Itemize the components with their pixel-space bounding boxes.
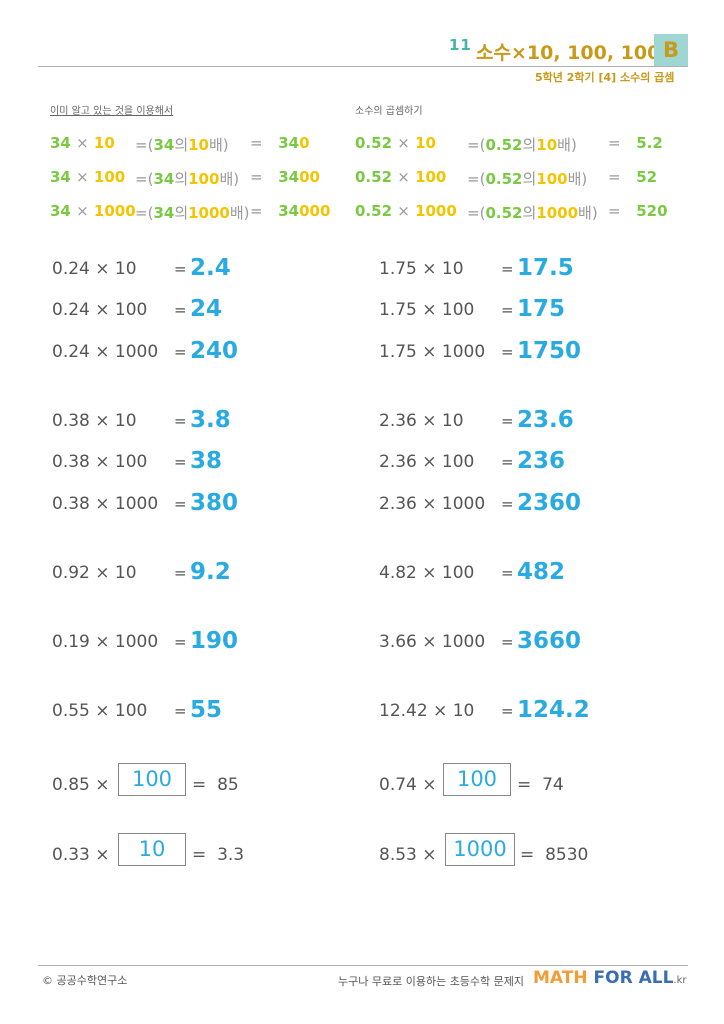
- example-left-explain: =(34의100배): [135, 170, 240, 188]
- box-problem-result: = 85: [192, 775, 239, 795]
- box-problem-question: 0.74 ×: [379, 775, 437, 795]
- box-problem-question: 0.33 ×: [52, 845, 110, 865]
- problem-answer: 124.2: [517, 697, 590, 723]
- equals-sign: =: [501, 260, 514, 278]
- example-left-explain: =(34의1000배): [135, 204, 250, 222]
- problem-answer: 2360: [517, 490, 582, 516]
- answer-box[interactable]: 10: [118, 833, 186, 866]
- equals-sign: =: [174, 702, 187, 720]
- equals-sign: =: [501, 702, 514, 720]
- copyright: © 공공수학연구소: [42, 974, 128, 987]
- problem-answer: 17.5: [517, 255, 574, 281]
- box-problem-question: 8.53 ×: [379, 845, 437, 865]
- example-right-explain: =(0.52의100배): [467, 170, 588, 188]
- equals-sign: =: [174, 633, 187, 651]
- problem-question: 4.82 × 100: [379, 563, 475, 583]
- worksheet-number: 11: [449, 36, 472, 54]
- equals-sign: =: [174, 564, 187, 582]
- equals-sign: =: [501, 564, 514, 582]
- worksheet-title: 소수×10, 100, 1000: [476, 42, 674, 64]
- problem-question: 2.36 × 10: [379, 411, 464, 431]
- answer-box[interactable]: 100: [443, 763, 511, 796]
- footer-tagline: 누구나 무료로 이용하는 초등수학 문제지: [338, 975, 525, 988]
- problem-answer: 1750: [517, 338, 582, 364]
- example-right-result: = 52: [608, 168, 658, 186]
- header-divider: [38, 66, 688, 67]
- example-right-row: 0.52 × 100: [355, 168, 447, 186]
- box-problem-question: 0.85 ×: [52, 775, 110, 795]
- example-left-row: 34 × 100: [50, 168, 126, 186]
- problem-answer: 23.6: [517, 407, 574, 433]
- footer-divider: [38, 965, 688, 966]
- equals-sign: =: [174, 453, 187, 471]
- example-left-result: = 34000: [250, 202, 331, 220]
- equals-sign: =: [501, 495, 514, 513]
- problem-question: 2.36 × 100: [379, 452, 475, 472]
- problem-question: 1.75 × 100: [379, 300, 475, 320]
- equals-sign: =: [174, 495, 187, 513]
- example-right-result: = 5.2: [608, 134, 663, 152]
- example-left-result: = 340: [250, 134, 310, 152]
- example-right-row: 0.52 × 10: [355, 134, 436, 152]
- problem-answer: 3660: [517, 628, 582, 654]
- example-left-result: = 3400: [250, 168, 320, 186]
- problem-answer: 9.2: [190, 559, 231, 585]
- example-left-explain: =(34의10배): [135, 136, 229, 154]
- problem-question: 0.24 × 100: [52, 300, 148, 320]
- equals-sign: =: [501, 633, 514, 651]
- equals-sign: =: [174, 301, 187, 319]
- problem-question: 2.36 × 1000: [379, 494, 486, 514]
- example-right-heading: 소수의 곱셈하기: [355, 106, 423, 117]
- equals-sign: =: [501, 412, 514, 430]
- equals-sign: =: [174, 412, 187, 430]
- box-problem-result: = 3.3: [192, 845, 245, 865]
- problem-question: 0.24 × 10: [52, 259, 137, 279]
- problem-question: 3.66 × 1000: [379, 632, 486, 652]
- equals-sign: =: [501, 343, 514, 361]
- worksheet-subtitle: 5학년 2학기 [4] 소수의 곱셈: [535, 71, 675, 84]
- problem-answer: 190: [190, 628, 239, 654]
- problem-answer: 240: [190, 338, 239, 364]
- problem-answer: 175: [517, 296, 566, 322]
- example-right-result: = 520: [608, 202, 668, 220]
- problem-answer: 38: [190, 448, 223, 474]
- example-left-heading: 이미 알고 있는 것을 이용해서: [50, 106, 174, 117]
- problem-question: 0.38 × 100: [52, 452, 148, 472]
- problem-answer: 236: [517, 448, 566, 474]
- problem-question: 0.38 × 1000: [52, 494, 159, 514]
- equals-sign: =: [501, 453, 514, 471]
- level-badge: B: [654, 34, 688, 66]
- example-right-explain: =(0.52의1000배): [467, 204, 598, 222]
- answer-box[interactable]: 100: [118, 763, 186, 796]
- site-logo[interactable]: MATH FOR ALL.kr: [533, 968, 687, 988]
- example-right-explain: =(0.52의10배): [467, 136, 577, 154]
- problem-answer: 3.8: [190, 407, 231, 433]
- problem-question: 12.42 × 10: [379, 701, 475, 721]
- box-problem-result: = 8530: [520, 845, 589, 865]
- problem-question: 0.19 × 1000: [52, 632, 159, 652]
- equals-sign: =: [501, 301, 514, 319]
- problem-question: 1.75 × 1000: [379, 342, 486, 362]
- problem-answer: 2.4: [190, 255, 231, 281]
- equals-sign: =: [174, 260, 187, 278]
- problem-answer: 24: [190, 296, 223, 322]
- answer-box[interactable]: 1000: [445, 833, 515, 866]
- example-left-row: 34 × 10: [50, 134, 115, 152]
- example-right-row: 0.52 × 1000: [355, 202, 457, 220]
- example-left-row: 34 × 1000: [50, 202, 136, 220]
- problem-question: 0.92 × 10: [52, 563, 137, 583]
- problem-answer: 55: [190, 697, 223, 723]
- problem-answer: 380: [190, 490, 239, 516]
- problem-answer: 482: [517, 559, 566, 585]
- problem-question: 1.75 × 10: [379, 259, 464, 279]
- problem-question: 0.55 × 100: [52, 701, 148, 721]
- equals-sign: =: [174, 343, 187, 361]
- problem-question: 0.24 × 1000: [52, 342, 159, 362]
- box-problem-result: = 74: [517, 775, 564, 795]
- problem-question: 0.38 × 10: [52, 411, 137, 431]
